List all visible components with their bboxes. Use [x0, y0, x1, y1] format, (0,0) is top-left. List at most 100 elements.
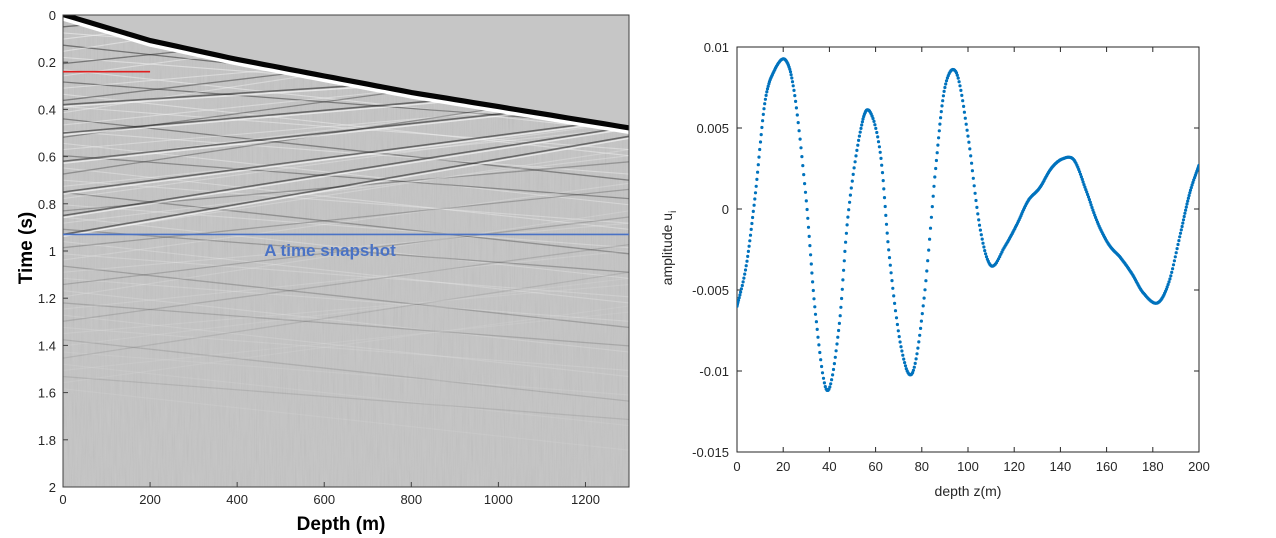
snapshot-annotation: A time snapshot	[264, 241, 396, 260]
x-tick-label: 40	[822, 459, 836, 474]
data-point	[831, 373, 835, 377]
data-point	[820, 364, 824, 369]
data-point	[852, 166, 856, 170]
seismogram-ylabel: Time (s)	[16, 212, 37, 285]
data-point	[821, 376, 826, 380]
data-point	[1086, 195, 1091, 199]
data-point	[1089, 203, 1093, 207]
data-point	[914, 357, 918, 361]
pre-arrival-region	[63, 15, 629, 129]
data-point	[839, 305, 843, 309]
data-point	[790, 76, 794, 80]
y-tick-label: 2	[49, 480, 56, 495]
data-point	[893, 301, 897, 305]
data-point	[762, 107, 766, 111]
data-point	[870, 114, 874, 118]
data-point	[845, 223, 849, 227]
data-point	[832, 362, 837, 366]
reflection-stripe	[63, 265, 629, 329]
data-point	[1083, 185, 1087, 189]
data-point	[966, 134, 970, 138]
data-point	[957, 80, 961, 84]
data-point	[742, 276, 746, 280]
reflection-stripe	[63, 127, 629, 219]
data-point	[843, 249, 847, 253]
data-point	[1180, 224, 1184, 229]
data-point	[761, 112, 765, 116]
data-point	[1087, 198, 1091, 202]
data-point	[937, 136, 941, 140]
data-point	[891, 286, 895, 290]
data-point	[882, 196, 887, 200]
data-point	[925, 269, 929, 273]
data-point	[761, 119, 765, 123]
data-point	[941, 99, 945, 103]
data-point	[939, 116, 943, 120]
data-point	[912, 365, 916, 369]
data-point	[1178, 235, 1182, 239]
data-point	[958, 84, 962, 88]
data-point	[1080, 177, 1084, 181]
reflection-stripe	[63, 167, 629, 230]
data-point	[924, 279, 928, 283]
data-point	[982, 245, 986, 249]
data-point	[802, 173, 806, 177]
reflection-stripe	[63, 93, 629, 157]
data-point	[838, 314, 842, 318]
data-point	[820, 371, 825, 375]
y-tick-label: 0.6	[38, 150, 56, 165]
data-point	[932, 184, 936, 188]
first-arrival-black	[63, 15, 629, 132]
data-point	[806, 225, 811, 229]
reflection-stripe	[63, 130, 629, 175]
data-point	[811, 280, 815, 284]
y-tick-label: 1.6	[38, 386, 56, 401]
data-point	[922, 296, 926, 300]
data-point	[750, 221, 754, 226]
x-tick-label: 1200	[571, 492, 600, 507]
data-point	[763, 97, 768, 101]
data-point	[960, 93, 964, 97]
data-point	[1185, 202, 1189, 206]
x-tick-label: 140	[1050, 459, 1072, 474]
data-point	[850, 179, 854, 183]
data-point	[959, 88, 963, 92]
data-point	[849, 186, 853, 190]
data-point	[842, 259, 846, 263]
data-point	[970, 161, 974, 165]
data-point	[943, 85, 947, 90]
x-tick-label: 1000	[484, 492, 513, 507]
seismogram-xlabel: Depth (m)	[297, 514, 386, 535]
reflection-stripe	[63, 228, 629, 273]
data-point	[917, 340, 921, 344]
data-point	[753, 191, 758, 195]
data-point	[875, 130, 879, 135]
data-point	[809, 253, 813, 257]
data-point	[737, 296, 741, 300]
reflection-stripe	[63, 148, 629, 236]
data-point	[1169, 274, 1173, 278]
data-point	[1170, 270, 1174, 274]
x-tick-label: 160	[1096, 459, 1118, 474]
data-point	[928, 237, 932, 241]
data-point	[962, 110, 967, 114]
data-point	[807, 234, 811, 238]
data-point	[754, 184, 758, 188]
data-point	[1184, 205, 1188, 209]
reflection-stripe	[63, 106, 629, 151]
reflection-stripe	[63, 119, 629, 195]
data-point	[970, 169, 975, 173]
reflection-stripe	[63, 121, 629, 200]
data-point	[1081, 180, 1085, 184]
data-point	[1079, 175, 1083, 179]
data-point	[1187, 193, 1191, 198]
x-tick-label: 100	[957, 459, 979, 474]
data-point	[822, 381, 827, 385]
y-tick-label: 1.2	[38, 291, 56, 306]
data-point	[1176, 242, 1180, 247]
data-point	[812, 297, 816, 301]
data-point	[1166, 282, 1170, 287]
reflection-stripe	[63, 155, 629, 224]
data-point	[793, 94, 797, 98]
data-point	[944, 79, 949, 83]
